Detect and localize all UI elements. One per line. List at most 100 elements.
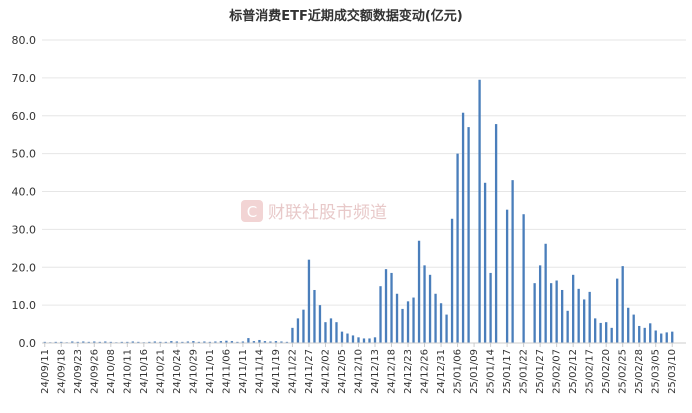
bar [126, 341, 129, 343]
bar [577, 288, 580, 343]
bar [252, 341, 256, 343]
bar [511, 180, 514, 343]
bar [285, 341, 289, 343]
bar [384, 269, 388, 343]
bar [610, 327, 613, 343]
bar [203, 341, 206, 343]
x-tick-label: 24/09/26 [89, 349, 100, 394]
bar [621, 266, 624, 343]
x-tick-label: 24/10/24 [172, 349, 183, 394]
x-tick-label: 25/01/14 [486, 349, 497, 394]
bar [296, 318, 300, 343]
bar [258, 339, 261, 343]
x-axis: 24/09/11 24/09/18 24/09/23 24/09/26 24/10/08… [40, 343, 678, 394]
bar [148, 341, 151, 343]
bar [561, 289, 564, 343]
watermark-text: 财联社股市频道 [268, 203, 387, 223]
bar [280, 341, 283, 343]
x-tick-label: 24/11/06 [221, 349, 232, 394]
bar [665, 332, 668, 343]
x-tick-label: 24/11/27 [304, 349, 315, 394]
bar [153, 341, 156, 343]
gridlines [42, 39, 686, 306]
bar [483, 182, 487, 343]
bar [401, 308, 404, 343]
bar [605, 322, 608, 343]
x-tick-label: 25/01/06 [453, 349, 464, 394]
bar [131, 341, 134, 343]
bar [329, 318, 333, 343]
bar [60, 341, 63, 343]
x-tick-label: 24/12/31 [436, 349, 447, 394]
bar [616, 278, 619, 343]
bar [192, 341, 195, 343]
bar [247, 338, 250, 343]
x-tick-label: 24/12/26 [420, 349, 431, 394]
x-tick-label: 25/03/10 [667, 349, 678, 394]
bar [406, 301, 410, 343]
x-tick-label: 24/11/22 [287, 349, 298, 394]
bar [214, 341, 217, 343]
bar [175, 341, 179, 343]
bar [335, 322, 338, 343]
bar [390, 272, 393, 343]
bar [572, 274, 575, 343]
bar [351, 335, 355, 343]
x-tick-label: 24/12/02 [320, 349, 331, 394]
x-tick-label: 24/10/16 [139, 349, 150, 394]
y-tick-label: 70.0 [12, 72, 37, 85]
bar [236, 341, 239, 343]
bar [362, 338, 366, 343]
bar [643, 327, 646, 343]
bar [164, 341, 167, 343]
bar [82, 341, 85, 343]
x-tick-label: 24/10/11 [122, 349, 133, 394]
x-tick-label: 24/09/23 [73, 349, 84, 394]
x-tick-label: 25/02/07 [552, 349, 563, 394]
bar [373, 337, 377, 343]
bar [445, 314, 448, 343]
bar [208, 341, 212, 343]
bar [588, 291, 591, 343]
bar [186, 341, 190, 343]
x-tick-label: 24/12/10 [353, 349, 364, 394]
bar [340, 331, 344, 343]
x-tick-label: 25/02/12 [568, 349, 579, 394]
bar [456, 153, 459, 344]
bar [423, 265, 426, 343]
bar [450, 218, 454, 343]
x-tick-label: 25/01/09 [469, 349, 480, 394]
x-tick-label: 24/11/01 [205, 349, 216, 394]
bar [230, 341, 234, 343]
bar [54, 341, 57, 343]
watermark-logo-icon [241, 200, 263, 222]
bar [538, 265, 542, 343]
bar [638, 325, 641, 343]
bar [241, 341, 245, 343]
x-tick-label: 24/12/23 [403, 349, 414, 394]
bar [87, 341, 90, 343]
bar [379, 286, 382, 343]
x-tick-label: 25/02/25 [618, 349, 629, 394]
bar [357, 337, 360, 343]
bar [159, 341, 162, 343]
y-tick-label: 0.0 [19, 337, 37, 350]
bar [318, 305, 322, 344]
bar [98, 341, 101, 343]
bar [104, 341, 107, 343]
bar [269, 341, 272, 343]
bar [291, 327, 294, 343]
y-tick-label: 80.0 [12, 34, 37, 47]
bar [467, 127, 470, 343]
bar [654, 330, 657, 343]
y-tick-label: 20.0 [12, 261, 37, 274]
bar [549, 283, 553, 343]
y-tick-label: 30.0 [12, 223, 37, 236]
x-tick-label: 25/01/17 [502, 349, 513, 394]
watermark-logo-glyph: C [247, 203, 257, 221]
bar [494, 124, 498, 343]
bar [412, 297, 415, 343]
bar [649, 323, 652, 343]
bar [225, 340, 228, 343]
bar [181, 341, 184, 343]
